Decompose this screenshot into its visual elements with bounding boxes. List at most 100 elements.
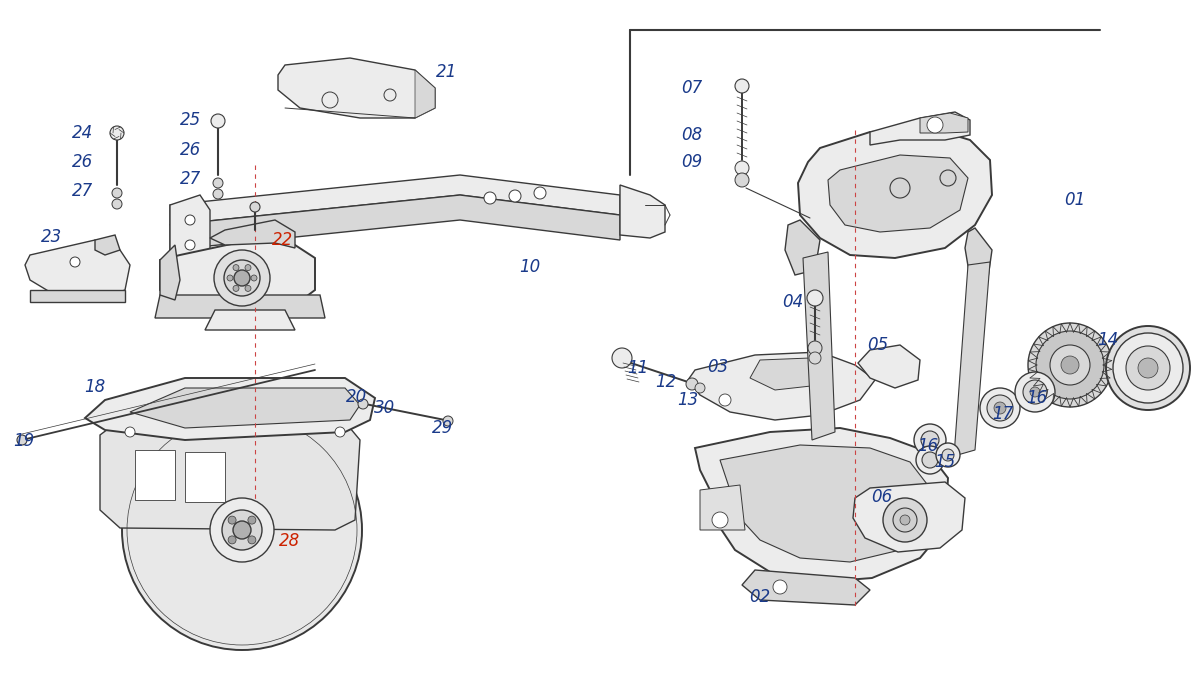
Polygon shape [1028, 366, 1037, 375]
Circle shape [214, 250, 270, 306]
Circle shape [1114, 333, 1183, 403]
Text: 02: 02 [749, 588, 770, 606]
Polygon shape [1037, 382, 1045, 390]
Circle shape [712, 512, 728, 528]
Circle shape [808, 341, 822, 355]
Polygon shape [1044, 388, 1052, 398]
Text: 08: 08 [682, 126, 703, 144]
Circle shape [245, 265, 251, 270]
Circle shape [509, 190, 521, 202]
Text: 27: 27 [180, 170, 202, 188]
Circle shape [986, 395, 1013, 421]
Circle shape [185, 215, 194, 225]
Polygon shape [1042, 334, 1050, 343]
Polygon shape [1084, 392, 1092, 401]
Polygon shape [30, 290, 125, 302]
Circle shape [916, 446, 944, 474]
Polygon shape [700, 485, 745, 530]
Text: 26: 26 [72, 153, 94, 171]
Circle shape [893, 508, 917, 532]
Polygon shape [210, 220, 295, 248]
Polygon shape [1103, 357, 1111, 365]
Circle shape [224, 260, 260, 296]
Polygon shape [828, 155, 968, 232]
Circle shape [248, 516, 256, 524]
Circle shape [1036, 331, 1104, 399]
Text: 16: 16 [917, 437, 938, 455]
Circle shape [110, 126, 124, 140]
Polygon shape [1090, 333, 1098, 342]
Circle shape [928, 117, 943, 133]
Circle shape [227, 275, 233, 281]
Circle shape [70, 257, 80, 267]
Circle shape [1106, 326, 1190, 410]
Circle shape [1015, 372, 1055, 412]
Circle shape [1030, 387, 1040, 397]
Text: 01: 01 [1064, 191, 1086, 209]
Text: 11: 11 [628, 359, 649, 377]
Circle shape [1126, 346, 1170, 390]
Circle shape [942, 449, 954, 461]
Circle shape [809, 352, 821, 364]
Circle shape [251, 275, 257, 281]
Polygon shape [1130, 340, 1168, 400]
Text: 27: 27 [72, 182, 94, 200]
Text: 04: 04 [782, 293, 804, 311]
Polygon shape [95, 235, 120, 255]
Polygon shape [803, 252, 835, 440]
Circle shape [695, 383, 706, 393]
Text: 18: 18 [84, 378, 106, 396]
Circle shape [228, 516, 236, 524]
Polygon shape [954, 262, 990, 456]
Circle shape [322, 92, 338, 108]
Polygon shape [1028, 358, 1037, 366]
Circle shape [210, 498, 274, 562]
Polygon shape [1052, 394, 1060, 403]
Polygon shape [205, 310, 295, 330]
Circle shape [250, 202, 260, 212]
Polygon shape [1066, 323, 1074, 331]
Circle shape [222, 510, 262, 550]
Text: 17: 17 [992, 405, 1014, 423]
Polygon shape [170, 195, 210, 265]
Text: 13: 13 [677, 391, 698, 409]
Polygon shape [130, 388, 360, 428]
Polygon shape [695, 428, 948, 582]
Polygon shape [920, 113, 968, 133]
Polygon shape [134, 450, 175, 500]
Polygon shape [1050, 329, 1057, 338]
Polygon shape [785, 220, 820, 275]
Circle shape [900, 515, 910, 525]
Text: 23: 23 [41, 228, 62, 246]
Circle shape [534, 187, 546, 199]
Circle shape [17, 435, 28, 445]
Text: 30: 30 [374, 399, 396, 417]
Text: 25: 25 [180, 111, 202, 129]
Circle shape [612, 348, 632, 368]
Circle shape [335, 427, 346, 437]
Polygon shape [100, 420, 360, 530]
Circle shape [233, 265, 239, 270]
Text: 20: 20 [347, 388, 367, 406]
Circle shape [883, 498, 928, 542]
Polygon shape [1097, 379, 1106, 387]
Polygon shape [688, 352, 875, 420]
Polygon shape [1091, 386, 1099, 394]
Circle shape [922, 452, 938, 468]
Circle shape [384, 89, 396, 101]
Polygon shape [415, 70, 436, 118]
Polygon shape [720, 445, 930, 562]
Polygon shape [185, 452, 226, 502]
Text: 29: 29 [432, 419, 454, 437]
Circle shape [980, 388, 1020, 428]
Circle shape [228, 536, 236, 544]
Text: 14: 14 [1097, 331, 1118, 349]
Text: 22: 22 [272, 231, 294, 249]
Polygon shape [858, 345, 920, 388]
Circle shape [122, 410, 362, 650]
Polygon shape [1068, 399, 1076, 407]
Circle shape [443, 416, 454, 426]
Polygon shape [170, 175, 620, 225]
Text: 12: 12 [655, 373, 677, 391]
Text: 24: 24 [72, 124, 94, 142]
